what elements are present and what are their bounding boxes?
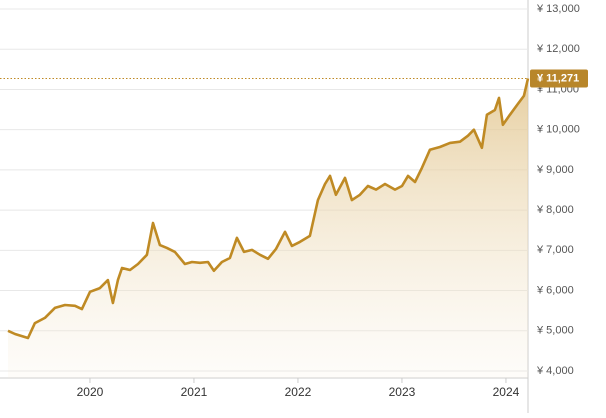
y-tick-label: ¥ 6,000 — [536, 284, 574, 296]
x-tick-label: 2023 — [389, 385, 416, 399]
y-tick-label: ¥ 8,000 — [536, 204, 574, 216]
y-tick-label: ¥ 7,000 — [536, 244, 574, 256]
area-fill — [8, 78, 528, 378]
y-tick-label: ¥ 10,000 — [536, 124, 580, 136]
x-tick-label: 2021 — [181, 385, 208, 399]
x-tick-label: 2020 — [77, 385, 104, 399]
y-tick-label: ¥ 5,000 — [536, 325, 574, 337]
last-value-badge — [530, 69, 588, 88]
y-tick-label: ¥ 13,000 — [536, 3, 580, 15]
y-tick-label: ¥ 12,000 — [536, 43, 580, 55]
y-tick-label: ¥ 4,000 — [536, 365, 574, 377]
y-tick-label: ¥ 9,000 — [536, 164, 574, 176]
x-tick-label: 2024 — [493, 385, 520, 399]
last-value-label: ¥ 11,271 — [537, 72, 579, 84]
x-tick-label: 2022 — [285, 385, 312, 399]
price-line — [7, 78, 530, 340]
